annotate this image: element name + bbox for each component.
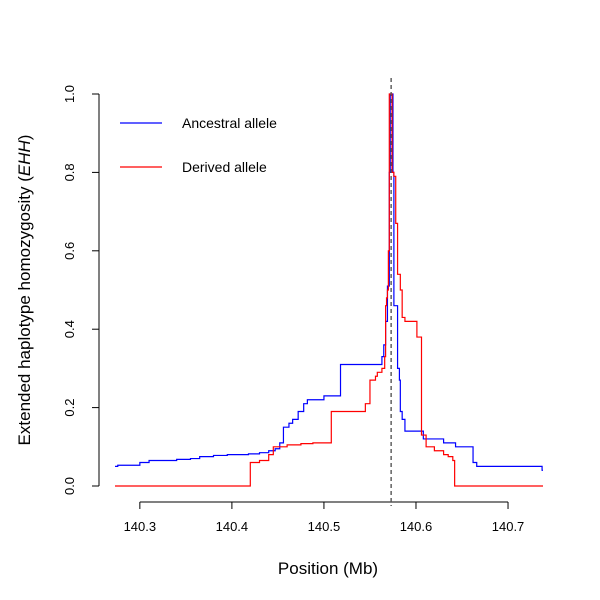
x-tick-label: 140.4 — [216, 519, 249, 534]
y-axis-title: Extended haplotype homozygosity (EHH) — [15, 135, 34, 446]
legend: Ancestral allele Derived allele — [120, 115, 277, 175]
y-tick-label: 1.0 — [62, 85, 77, 103]
x-axis: 140.3 140.4 140.5 140.6 140.7 — [124, 501, 525, 534]
y-tick-label: 0.0 — [62, 477, 77, 495]
y-axis-title-italic: EHH — [15, 140, 34, 177]
x-axis-title: Position (Mb) — [278, 559, 378, 578]
legend-label-ancestral: Ancestral allele — [182, 115, 277, 131]
y-tick-label: 0.4 — [62, 320, 77, 338]
x-tick-label: 140.7 — [492, 519, 525, 534]
x-tick-label: 140.3 — [124, 519, 157, 534]
y-tick-label: 0.6 — [62, 242, 77, 260]
derived-allele-line — [115, 93, 543, 487]
y-tick-label: 0.2 — [62, 399, 77, 417]
y-axis-title-suffix: ) — [15, 135, 34, 141]
x-tick-label: 140.6 — [400, 519, 433, 534]
y-tick-label: 0.8 — [62, 163, 77, 181]
ancestral-allele-line — [115, 93, 543, 471]
legend-label-derived: Derived allele — [182, 159, 267, 175]
y-axis: 0.0 0.2 0.4 0.6 0.8 1.0 — [62, 85, 100, 495]
x-tick-label: 140.5 — [308, 519, 341, 534]
series-layer — [115, 93, 543, 487]
y-axis-title-prefix: Extended haplotype homozygosity ( — [15, 176, 34, 446]
